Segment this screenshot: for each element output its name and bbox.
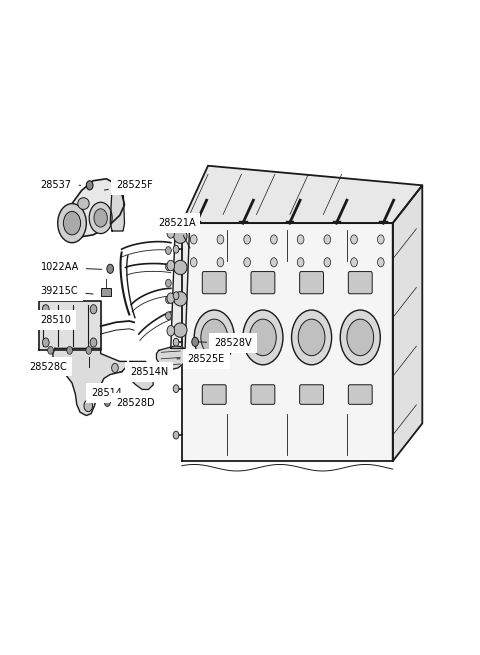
Circle shape [377,235,384,244]
Circle shape [86,346,92,354]
Ellipse shape [78,198,89,210]
Polygon shape [182,166,422,223]
Circle shape [173,431,179,439]
Circle shape [192,337,199,346]
Text: 28528C: 28528C [29,362,67,371]
Circle shape [243,310,283,365]
Circle shape [86,181,93,190]
Text: 28514: 28514 [91,388,122,400]
Text: 28525F: 28525F [104,180,153,191]
Ellipse shape [174,291,187,306]
Polygon shape [128,362,153,390]
Circle shape [298,319,325,356]
Circle shape [112,364,118,373]
Circle shape [59,358,68,369]
Circle shape [90,305,97,314]
FancyBboxPatch shape [300,272,324,293]
Text: 28514N: 28514N [120,367,168,377]
Circle shape [89,202,112,234]
Circle shape [351,257,358,267]
Circle shape [42,305,49,314]
Text: 28521A: 28521A [158,218,195,248]
Ellipse shape [174,323,187,337]
Circle shape [84,400,93,411]
FancyBboxPatch shape [202,384,226,404]
Circle shape [166,247,171,254]
Circle shape [173,338,179,346]
Circle shape [217,235,224,244]
Polygon shape [110,184,124,231]
FancyBboxPatch shape [300,384,324,404]
Text: 28537: 28537 [40,180,81,191]
Circle shape [191,257,197,267]
Circle shape [166,263,171,271]
Circle shape [48,346,53,354]
Circle shape [173,246,179,253]
Circle shape [58,204,86,243]
Circle shape [297,235,304,244]
Circle shape [324,257,331,267]
Bar [101,288,111,296]
Text: 39215C: 39215C [40,286,93,296]
Circle shape [63,212,81,235]
Circle shape [166,279,171,287]
Circle shape [167,260,175,271]
Circle shape [340,310,380,365]
Text: 28525E: 28525E [177,354,225,364]
Polygon shape [393,185,422,461]
Circle shape [250,319,276,356]
Circle shape [244,257,251,267]
Polygon shape [38,301,101,350]
Circle shape [136,369,145,381]
Circle shape [324,235,331,244]
Polygon shape [171,218,190,348]
Circle shape [271,235,277,244]
Text: 1022AA: 1022AA [40,263,102,272]
Circle shape [201,319,228,356]
Circle shape [194,310,234,365]
FancyBboxPatch shape [348,272,372,293]
Circle shape [94,209,108,227]
Polygon shape [182,223,393,461]
Circle shape [291,310,332,365]
Circle shape [167,326,175,336]
FancyBboxPatch shape [251,384,275,404]
FancyBboxPatch shape [348,384,372,404]
Circle shape [167,293,175,303]
Circle shape [244,235,251,244]
Circle shape [166,312,171,320]
FancyBboxPatch shape [202,272,226,293]
Text: 28528D: 28528D [110,398,155,407]
Circle shape [191,235,197,244]
Circle shape [107,264,114,273]
Circle shape [351,235,358,244]
Circle shape [173,384,179,392]
Circle shape [33,362,39,371]
Circle shape [271,257,277,267]
Polygon shape [156,346,185,370]
Polygon shape [53,348,126,415]
Circle shape [217,257,224,267]
Ellipse shape [174,260,187,274]
Circle shape [377,257,384,267]
Circle shape [105,399,110,406]
Polygon shape [59,179,124,238]
Circle shape [42,338,49,347]
Circle shape [167,228,175,238]
Circle shape [90,338,97,347]
Ellipse shape [174,229,187,244]
Circle shape [166,295,171,303]
Text: 28510: 28510 [40,314,72,325]
FancyBboxPatch shape [251,272,275,293]
Circle shape [173,291,179,299]
Circle shape [297,257,304,267]
Circle shape [347,319,373,356]
Text: 28528V: 28528V [199,338,252,348]
Circle shape [67,346,72,354]
